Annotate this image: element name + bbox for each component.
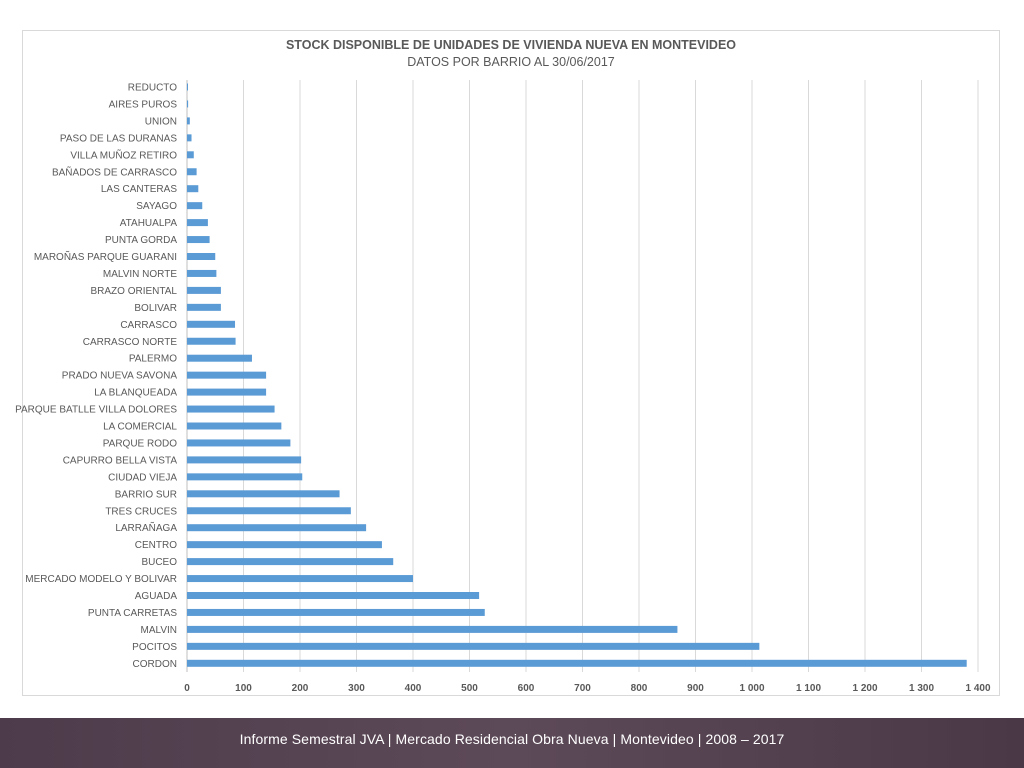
category-label: LA COMERCIAL [103,422,177,433]
bar [187,473,303,481]
category-label: MAROÑAS PARQUE GUARANI [34,250,177,263]
bar [187,405,275,413]
x-tick-label: 300 [348,683,365,694]
bar [187,320,236,328]
x-tick-label: 600 [518,683,535,694]
category-label: MALVIN [141,625,178,636]
bar [187,371,267,379]
bar [187,337,236,345]
bar [187,134,192,142]
bar [187,456,302,464]
category-label: CARRASCO NORTE [83,337,178,348]
bar [187,354,252,362]
category-label: PARQUE RODO [103,438,177,449]
x-tick-label: 400 [405,683,422,694]
x-tick-label: 1 300 [909,683,934,694]
category-label: BUCEO [141,557,177,568]
category-label: LAS CANTERAS [101,184,177,195]
category-label: LARRAÑAGA [115,521,177,534]
footer-text: Informe Semestral JVA | Mercado Residenc… [239,731,785,747]
bar [187,608,485,616]
bar [187,439,291,447]
bar [187,388,267,396]
bar [187,422,282,430]
category-label: PUNTA GORDA [105,235,177,246]
chart-title: STOCK DISPONIBLE DE UNIDADES DE VIVIENDA… [285,38,737,52]
x-tick-label: 0 [184,683,190,694]
x-tick-label: 900 [687,683,704,694]
category-label: LA BLANQUEADA [94,388,177,399]
category-label: BRAZO ORIENTAL [91,286,178,297]
category-label: BAÑADOS DE CARRASCO [52,165,177,178]
x-tick-label: 700 [574,683,591,694]
bar [187,659,967,667]
category-label: ATAHUALPA [120,218,178,229]
category-label: TRES CRUCES [105,506,177,517]
bar [187,541,382,549]
x-tick-label: 1 200 [852,683,877,694]
category-label: PALERMO [129,354,177,365]
bar [187,168,197,176]
bar [187,507,351,515]
category-label: POCITOS [132,642,177,653]
category-label: CENTRO [135,540,177,551]
category-label: BARRIO SUR [115,489,177,500]
x-tick-label: 200 [292,683,309,694]
category-label: AGUADA [135,591,178,602]
bar [187,219,208,227]
bar [187,303,221,311]
bar [187,490,340,498]
bar [187,117,190,125]
bar [187,253,216,260]
bar [187,83,188,91]
footer-bar: Informe Semestral JVA | Mercado Residenc… [0,718,1024,768]
bar [187,575,413,583]
x-tick-label: 800 [631,683,648,694]
x-tick-label: 1 400 [965,683,990,694]
category-label: MERCADO MODELO Y BOLIVAR [25,574,177,585]
category-label: CIUDAD VIEJA [108,472,177,483]
category-label: VILLA MUÑOZ RETIRO [70,148,177,161]
x-tick-label: 1 000 [739,683,764,694]
category-label: AIRES PUROS [109,99,178,110]
bar [187,185,199,193]
bar [187,625,678,633]
chart-subtitle: DATOS POR BARRIO AL 30/06/2017 [407,55,615,69]
category-label: PASO DE LAS DURANAS [60,133,177,144]
category-label: PUNTA CARRETAS [88,608,177,619]
bar [187,524,367,532]
category-label: SAYAGO [136,201,177,212]
category-label: CARRASCO [120,320,177,331]
bar-chart: 0 100 200 300 400 500 600 700 800 900 1 000 1 100 1 … [15,80,991,694]
x-tick-label: 100 [235,683,252,694]
bar [187,269,217,277]
category-label: BOLIVAR [134,303,177,314]
bar [187,592,480,599]
category-label: MALVIN NORTE [103,269,177,280]
category-label: PRADO NUEVA SAVONA [62,371,178,382]
category-label: REDUCTO [128,83,177,94]
category-label: CAPURRO BELLA VISTA [63,455,178,466]
chart-frame: STOCK DISPONIBLE DE UNIDADES DE VIVIENDA… [22,30,1000,696]
category-label: PARQUE BATLLE VILLA DOLORES [15,405,177,416]
category-label: CORDON [133,659,177,670]
bar [187,642,760,650]
bar [187,151,194,159]
x-tick-label: 500 [461,683,478,694]
bar [187,558,394,566]
category-label: UNION [145,116,177,127]
x-tick-label: 1 100 [796,683,821,694]
bar [187,236,210,244]
bar [187,202,203,210]
bar [187,100,189,108]
bar [187,286,221,294]
